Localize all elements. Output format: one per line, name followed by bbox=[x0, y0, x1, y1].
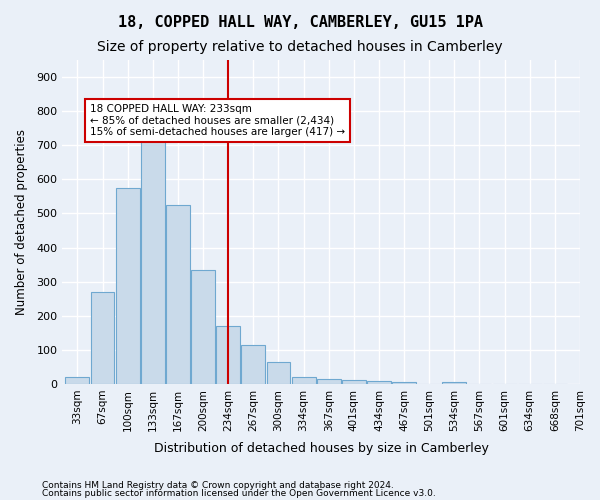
Bar bbox=[141, 134, 165, 384]
Y-axis label: Number of detached properties: Number of detached properties bbox=[15, 129, 28, 315]
Bar bbox=[166, 205, 190, 384]
Text: Contains public sector information licensed under the Open Government Licence v3: Contains public sector information licen… bbox=[42, 488, 436, 498]
Text: Contains HM Land Registry data © Crown copyright and database right 2024.: Contains HM Land Registry data © Crown c… bbox=[42, 481, 394, 490]
Bar bbox=[91, 292, 115, 384]
Bar bbox=[191, 270, 215, 384]
Bar bbox=[292, 377, 316, 384]
Bar bbox=[241, 344, 265, 384]
Bar bbox=[116, 188, 140, 384]
Text: 18, COPPED HALL WAY, CAMBERLEY, GU15 1PA: 18, COPPED HALL WAY, CAMBERLEY, GU15 1PA bbox=[118, 15, 482, 30]
Bar bbox=[342, 380, 366, 384]
Bar bbox=[65, 377, 89, 384]
X-axis label: Distribution of detached houses by size in Camberley: Distribution of detached houses by size … bbox=[154, 442, 488, 455]
Bar bbox=[392, 382, 416, 384]
Bar bbox=[266, 362, 290, 384]
Bar bbox=[367, 381, 391, 384]
Bar bbox=[442, 382, 466, 384]
Text: Size of property relative to detached houses in Camberley: Size of property relative to detached ho… bbox=[97, 40, 503, 54]
Bar bbox=[216, 326, 240, 384]
Bar bbox=[317, 379, 341, 384]
Text: 18 COPPED HALL WAY: 233sqm
← 85% of detached houses are smaller (2,434)
15% of s: 18 COPPED HALL WAY: 233sqm ← 85% of deta… bbox=[90, 104, 345, 137]
